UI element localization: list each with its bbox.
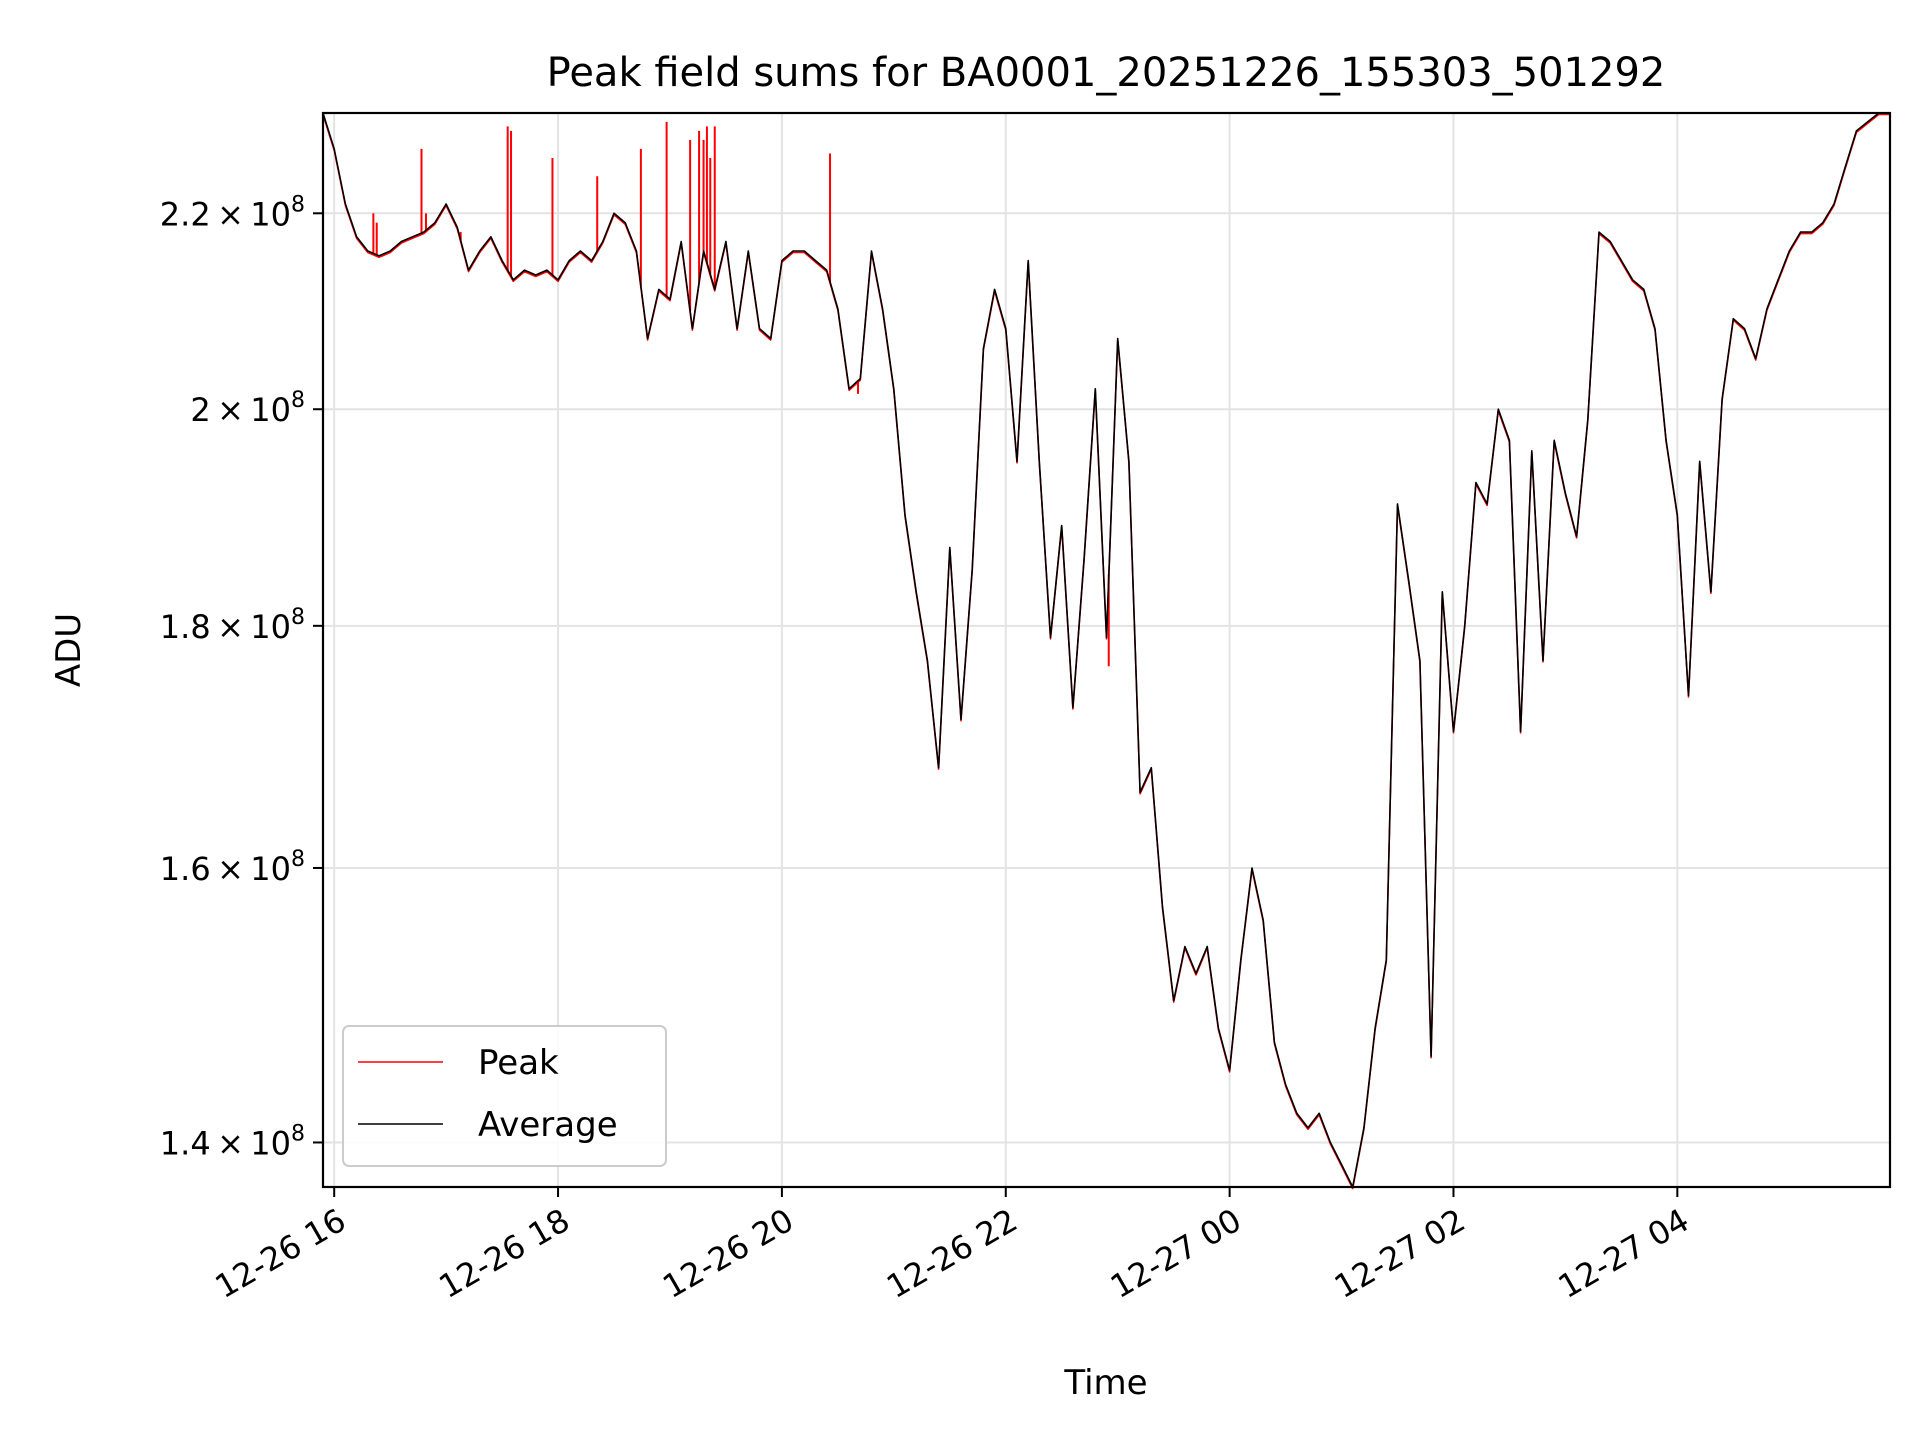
y-tick-exponent: 8 xyxy=(291,605,305,630)
y-tick-base: 1.6 × 10 xyxy=(160,850,291,888)
y-tick-exponent: 8 xyxy=(291,1121,305,1146)
y-axis-label: ADU xyxy=(49,613,89,687)
y-tick-label: 2.2 × 108 xyxy=(160,192,305,233)
y-tick-base: 1.8 × 10 xyxy=(160,608,291,646)
y-tick-exponent: 8 xyxy=(291,192,305,217)
y-tick-base: 1.4 × 10 xyxy=(160,1124,291,1162)
y-tick-base: 2.2 × 10 xyxy=(160,195,291,233)
chart-title: Peak field sums for BA0001_20251226_1553… xyxy=(547,50,1666,96)
y-tick-exponent: 8 xyxy=(291,847,305,872)
legend-label-average: Average xyxy=(478,1105,618,1145)
legend: Peak Average xyxy=(342,1025,667,1167)
y-tick-exponent: 8 xyxy=(291,388,305,413)
series-line-average xyxy=(322,112,1890,1188)
y-tick-label: 1.6 × 108 xyxy=(160,847,305,888)
y-tick-label: 1.8 × 108 xyxy=(160,605,305,646)
x-axis-label: Time xyxy=(1063,1363,1147,1403)
plot-frame xyxy=(321,111,1892,1189)
y-tick-label: 1.4 × 108 xyxy=(160,1121,305,1162)
y-tick-base: 2 × 10 xyxy=(190,391,291,429)
y-tick-label: 2 × 108 xyxy=(190,388,305,429)
legend-label-peak: Peak xyxy=(478,1043,559,1083)
legend-box xyxy=(342,1025,667,1167)
series-layer xyxy=(322,112,1890,1190)
